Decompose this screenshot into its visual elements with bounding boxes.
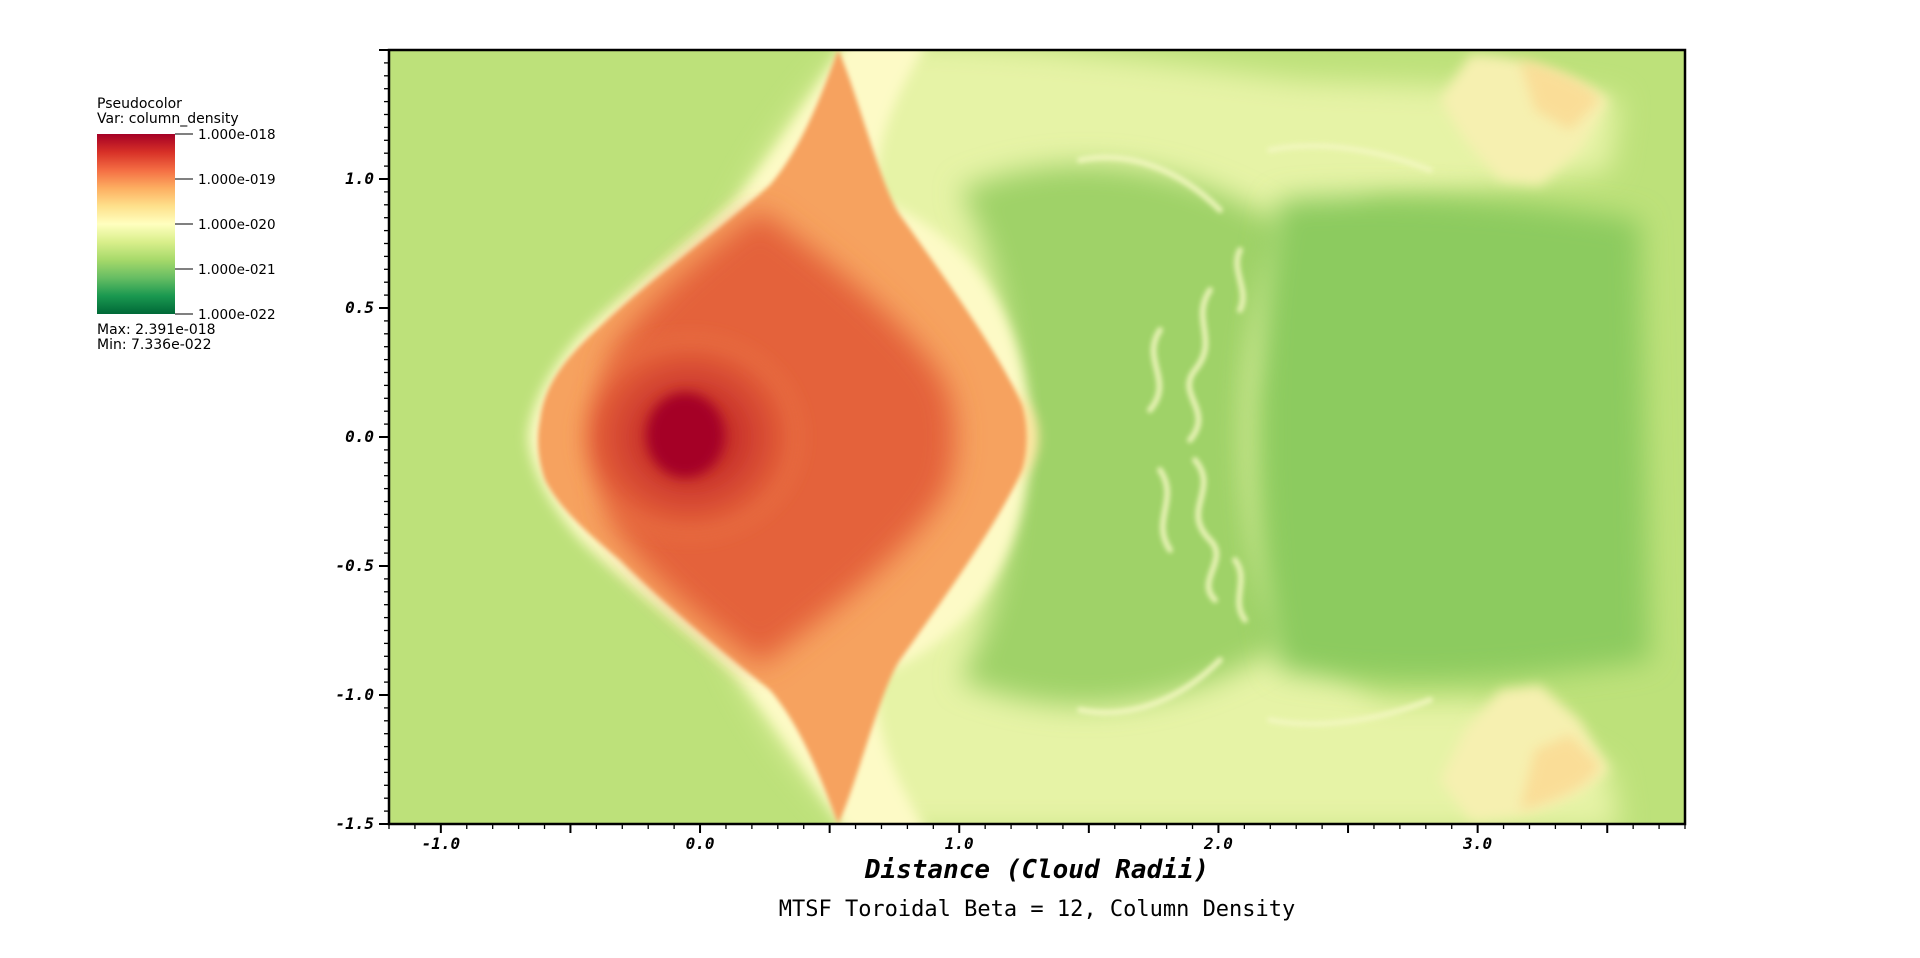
x-tick-label: 1.0 [945,834,974,853]
colorbar-tick-label: 1.000e-021 [198,262,276,278]
colorbar-ticks: 1.000e-018 1.000e-019 1.000e-020 1.000e-021… [175,127,276,323]
y-axis: 1.0 0.5 0.0 -0.5 -1.0 -1.5 [335,49,389,833]
legend-plot-type: Pseudocolor [97,96,182,112]
column-density-heatmap [389,50,1685,824]
x-tick-label: -1.0 [422,834,461,853]
chart-title: MTSF Toroidal Beta = 12, Column Density [779,897,1296,922]
legend-variable: Var: column_density [97,111,239,127]
y-tick-label: 0.5 [345,298,374,317]
y-tick-label: -1.5 [335,814,374,833]
colorbar-tick-label: 1.000e-018 [198,127,276,143]
turbulent-filaments [1077,143,1433,727]
colorbar [97,134,175,314]
colorbar-tick-label: 1.000e-020 [198,217,276,233]
x-tick-label: 3.0 [1462,834,1492,853]
colorbar-tick-label: 1.000e-019 [198,172,276,188]
x-tick-label: 0.0 [686,834,715,853]
upper-wing-core [1520,60,1600,130]
y-tick-label: -1.0 [335,685,374,704]
colorbar-legend: Pseudocolor Var: column_density 1.000e-0… [97,96,276,353]
y-tick-label: 1.0 [345,169,374,188]
colorbar-tick-label: 1.000e-022 [198,307,276,323]
x-tick-label: 2.0 [1203,834,1233,853]
cloud-peak [647,393,723,477]
x-axis-title: Distance (Cloud Radii) [864,855,1209,885]
axes: 1.0 0.5 0.0 -0.5 -1.0 -1.5 -1.0 0.0 1.0 2.0 3.0 [335,48,1687,853]
lower-wing-core [1520,735,1600,810]
wake-cavity [1257,196,1650,681]
y-tick-label: -0.5 [335,556,374,575]
x-axis: -1.0 0.0 1.0 2.0 3.0 [388,824,1686,853]
y-tick-label: 0.0 [345,427,374,446]
legend-min: Min: 7.336e-022 [97,337,211,353]
legend-max: Max: 2.391e-018 [97,322,216,338]
